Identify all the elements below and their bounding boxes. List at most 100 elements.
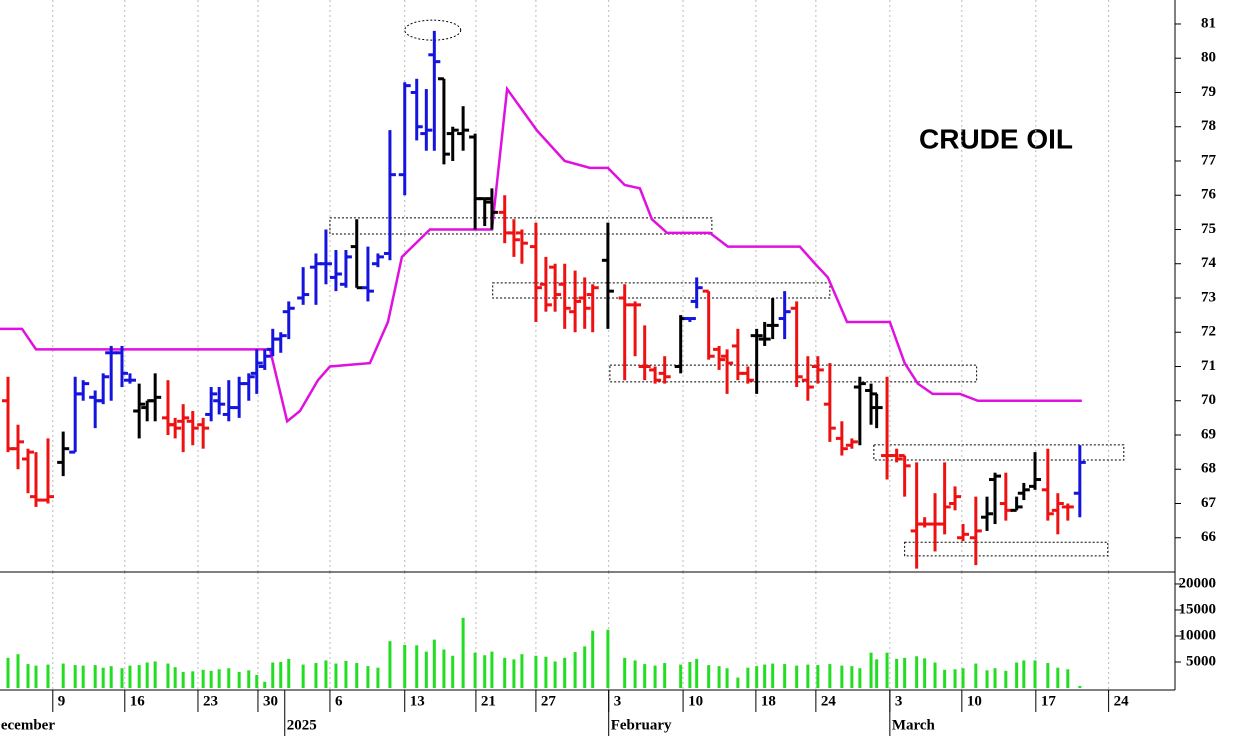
- volume-bar: [1056, 667, 1060, 688]
- volume-bar: [217, 669, 221, 688]
- volume-tick-label: 20000: [1179, 575, 1217, 591]
- volume-bar: [688, 661, 692, 688]
- volume-bar: [366, 666, 370, 688]
- volume-bar: [109, 666, 113, 688]
- volume-bar: [473, 652, 477, 688]
- volume-bar: [153, 661, 157, 688]
- y-tick-label: 71: [1201, 358, 1216, 374]
- y-tick-label: 72: [1201, 324, 1216, 340]
- y-tick-label: 68: [1201, 461, 1216, 477]
- volume-bar: [875, 659, 879, 688]
- volume-bar: [490, 651, 494, 688]
- volume-bar: [707, 665, 711, 688]
- volume-bar: [247, 670, 251, 688]
- volume-bar: [145, 662, 149, 688]
- volume-bar: [415, 645, 419, 688]
- volume-bar: [451, 655, 455, 688]
- chart-title: CRUDE OIL: [919, 123, 1073, 154]
- volume-bar: [591, 630, 595, 688]
- volume-bar: [520, 654, 524, 688]
- volume-bar: [933, 662, 937, 688]
- volume-bar: [806, 664, 810, 688]
- x-tick-label: 23: [203, 693, 218, 709]
- volume-bar: [534, 655, 538, 688]
- volume-bar: [783, 664, 787, 688]
- x-tick-label: 10: [967, 693, 982, 709]
- volume-bar: [201, 669, 205, 688]
- volume-bar: [633, 660, 637, 688]
- volume-bar: [915, 656, 919, 688]
- volume-bar: [858, 668, 862, 688]
- volume-bar: [388, 641, 392, 688]
- volume-bar: [503, 657, 507, 688]
- volume-bar: [840, 665, 844, 688]
- volume-bar: [314, 663, 318, 688]
- volume-bar: [324, 660, 328, 688]
- y-tick-label: 74: [1201, 255, 1217, 271]
- volume-bar: [166, 663, 170, 688]
- volume-bar: [903, 657, 907, 688]
- volume-bar: [746, 667, 750, 688]
- y-tick-label: 66: [1201, 529, 1217, 545]
- volume-bar: [263, 681, 267, 688]
- y-tick-label: 75: [1201, 221, 1216, 237]
- volume-bar: [679, 664, 683, 688]
- volume-bar: [736, 677, 740, 688]
- y-tick-label: 79: [1201, 84, 1216, 100]
- volume-bar: [461, 617, 465, 688]
- volume-bar: [993, 668, 997, 688]
- x-tick-label: 3: [614, 693, 622, 709]
- volume-bar: [227, 668, 231, 688]
- volume-bar: [173, 667, 177, 688]
- volume-bar: [344, 660, 348, 688]
- volume-bar: [81, 665, 85, 688]
- y-tick-label: 78: [1201, 118, 1216, 134]
- x-tick-label: 30: [263, 693, 278, 709]
- volume-bar: [771, 663, 775, 688]
- volume-bar: [1046, 663, 1050, 688]
- volume-bar: [255, 674, 259, 688]
- volume-bar: [355, 663, 359, 688]
- y-tick-label: 76: [1201, 187, 1217, 203]
- x-tick-label: 17: [1041, 693, 1057, 709]
- volume-bar: [209, 670, 213, 688]
- month-label: December: [0, 717, 55, 733]
- x-tick-label: 18: [761, 693, 776, 709]
- x-tick-label: 3: [895, 693, 903, 709]
- volume-bar: [442, 649, 446, 688]
- y-tick-label: 81: [1201, 15, 1216, 31]
- y-tick-label: 69: [1201, 426, 1216, 442]
- volume-bar: [137, 665, 141, 688]
- volume-bar: [653, 665, 657, 688]
- volume-tick-label: 15000: [1179, 601, 1217, 617]
- volume-bar: [101, 667, 105, 688]
- volume-bar: [695, 658, 699, 688]
- price-zone: [873, 444, 1125, 461]
- volume-bar: [93, 665, 97, 688]
- volume-bar: [191, 671, 195, 688]
- volume-bar: [46, 664, 50, 688]
- x-tick-label: 9: [58, 693, 66, 709]
- month-label: February: [611, 717, 672, 733]
- volume-bar: [563, 657, 567, 688]
- volume-bar: [271, 662, 275, 688]
- volume-bar: [1033, 660, 1037, 688]
- volume-bar: [432, 639, 436, 688]
- volume-bar: [663, 663, 667, 688]
- volume-bar: [850, 666, 854, 688]
- volume-bar: [795, 665, 799, 688]
- volume-bar: [1022, 660, 1026, 688]
- volume-bar: [953, 669, 957, 688]
- volume-bar: [985, 670, 989, 688]
- volume-bar: [483, 655, 487, 688]
- volume-bar: [895, 658, 899, 688]
- price-zone: [904, 541, 1109, 557]
- volume-bar: [943, 669, 947, 688]
- volume-bar: [287, 658, 291, 688]
- volume-bar: [34, 665, 38, 688]
- volume-bar: [181, 671, 185, 688]
- volume-bar: [16, 654, 20, 688]
- y-tick-label: 73: [1201, 289, 1216, 305]
- volume-bar: [120, 668, 124, 688]
